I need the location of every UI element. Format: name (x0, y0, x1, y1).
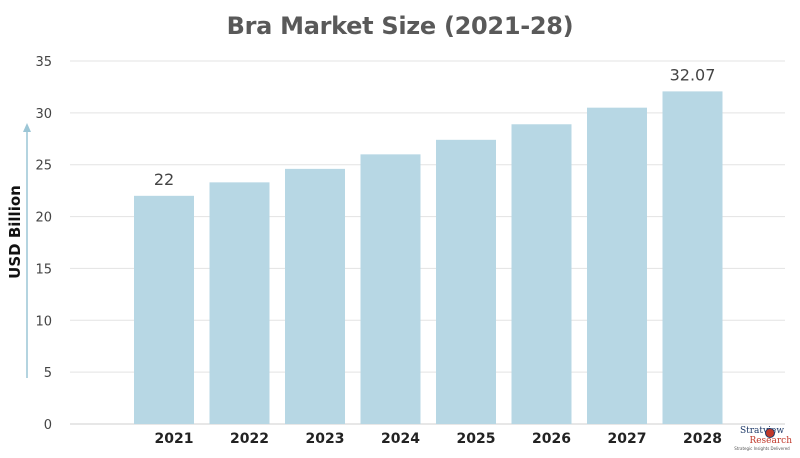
data-label-2021: 22 (154, 170, 174, 189)
bar-2022 (209, 182, 270, 424)
data-label-2028: 32.07 (670, 65, 716, 84)
y-tick-label: 20 (35, 211, 52, 226)
bar-2028 (662, 91, 723, 425)
x-tick-label-2026: 2026 (532, 431, 571, 447)
x-tick-label-2023: 2023 (306, 431, 345, 447)
x-axis-categories: 2021 2022 2023 2024 2025 2026 2027 2028 (155, 431, 722, 447)
y-tick-label: 30 (35, 107, 52, 122)
x-tick-label-2027: 2027 (608, 431, 647, 447)
y-tick-label: 15 (35, 262, 52, 277)
bar-2023 (285, 168, 345, 424)
y-axis-arrow (23, 123, 31, 378)
x-tick-label-2028: 2028 (683, 431, 722, 447)
y-axis-ticks: 0 5 10 15 20 25 30 35 (35, 55, 52, 433)
bar-2024 (360, 154, 421, 425)
y-tick-label: 5 (44, 366, 52, 381)
x-tick-label-2021: 2021 (155, 431, 194, 447)
logo-brand-bottom: Research (749, 436, 792, 446)
bar-2025 (436, 139, 496, 424)
x-tick-label-2022: 2022 (230, 431, 269, 447)
y-tick-label: 10 (35, 314, 52, 329)
y-tick-label: 25 (35, 159, 52, 174)
x-tick-label-2024: 2024 (381, 431, 420, 447)
arrow-up-icon (23, 123, 31, 132)
logo-mark-icon (766, 429, 774, 437)
bar-2027 (587, 107, 647, 425)
chart-title: Bra Market Size (2021-28) (226, 12, 574, 40)
y-tick-label: 0 (44, 418, 52, 433)
bar-2021 (134, 195, 194, 424)
bars (134, 91, 723, 425)
logo-brand-top: Stratview (739, 426, 785, 436)
bar-2026 (511, 124, 572, 424)
data-labels: 22 32.07 (154, 65, 716, 188)
x-tick-label-2025: 2025 (457, 431, 496, 447)
logo-tagline: Strategic Insights Delivered (734, 446, 790, 451)
y-tick-label: 35 (35, 55, 52, 70)
stratview-logo: Stratview Research Strategic Insights De… (732, 426, 792, 456)
